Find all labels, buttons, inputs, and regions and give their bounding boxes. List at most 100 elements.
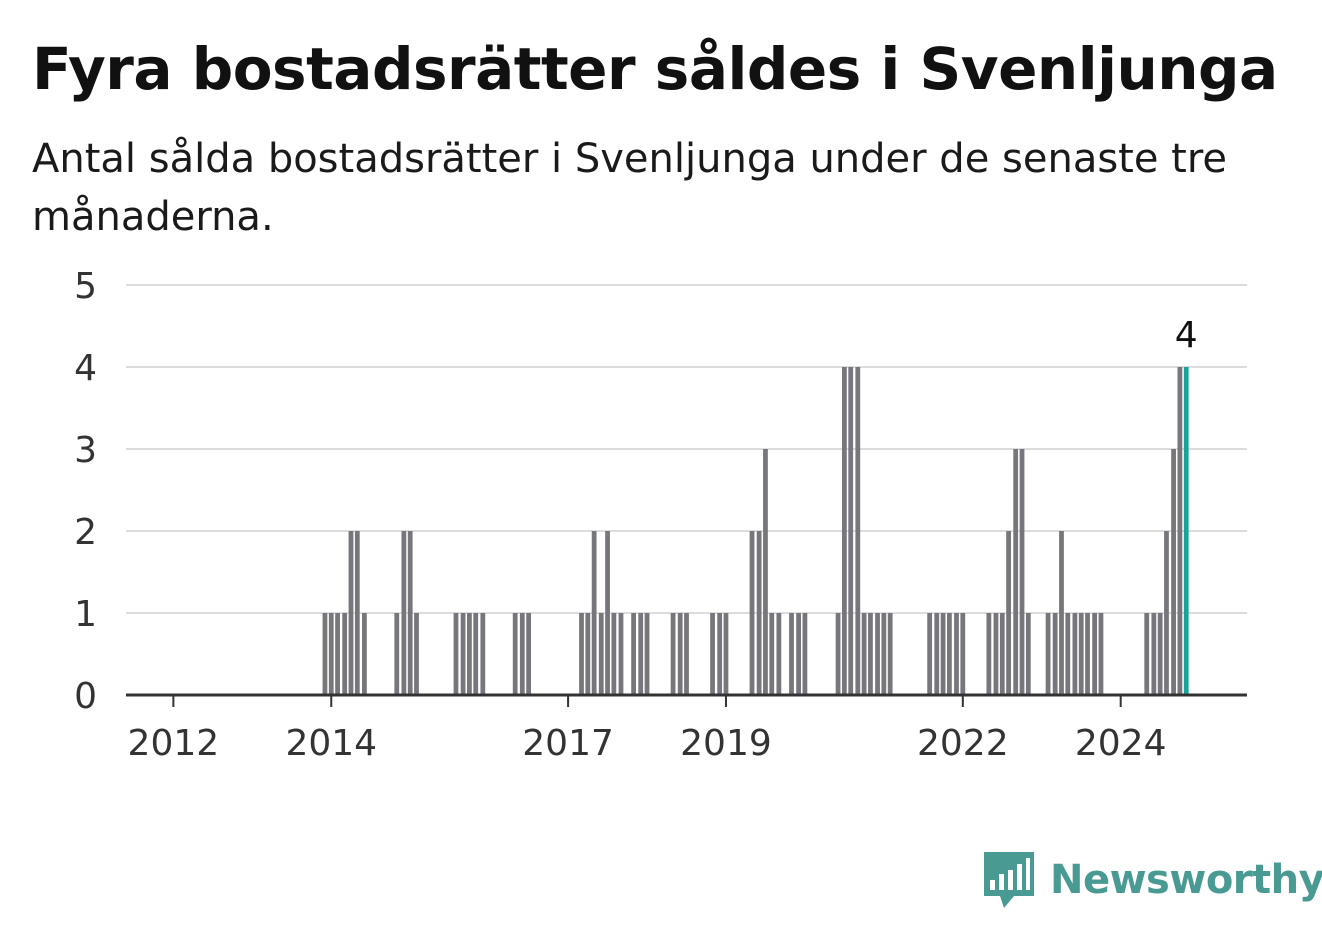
bar: [1157, 613, 1163, 695]
bar: [1092, 613, 1098, 695]
bar-chart: 0 1 2 3 4 5 2012 2014 2017 2019 2022 2024 4: [74, 266, 1247, 764]
bar: [1078, 613, 1084, 695]
bar: [611, 613, 617, 695]
bar: [887, 613, 893, 695]
bar: [835, 613, 841, 695]
bar: [927, 613, 933, 695]
bar: [670, 613, 676, 695]
bar: [1006, 531, 1011, 695]
y-tick-label: 3: [74, 430, 97, 471]
bar: [946, 613, 952, 695]
newsworthy-chart-logo-icon: [984, 852, 1034, 908]
bar: [453, 613, 459, 695]
bar: [407, 531, 413, 695]
bar: [756, 531, 762, 695]
y-tick-label: 2: [74, 512, 97, 553]
x-tick-label: 2022: [917, 723, 1009, 764]
bar: [861, 613, 867, 695]
bar: [1098, 613, 1104, 695]
x-axis-ticks: 2012 2014 2017 2019 2022 2024: [128, 695, 1167, 764]
y-axis-ticks: 0 1 2 3 4 5: [74, 266, 97, 717]
gridlines: [126, 284, 1247, 614]
x-tick-label: 2024: [1075, 723, 1167, 764]
x-tick-label: 2012: [128, 723, 220, 764]
x-tick-label: 2014: [285, 723, 377, 764]
bar: [1144, 613, 1150, 695]
bar: [1059, 531, 1064, 695]
bar: [763, 449, 768, 695]
bar: [512, 613, 518, 695]
bar: [328, 613, 334, 695]
bar: [354, 531, 360, 695]
chart-title: Fyra bostadsrätter såldes i Svenljunga: [32, 35, 1278, 103]
bar: [934, 613, 940, 695]
y-tick-label: 4: [74, 348, 97, 389]
bar: [631, 613, 636, 695]
bar: [605, 531, 610, 695]
bar: [1045, 613, 1051, 695]
x-tick-label: 2019: [680, 723, 772, 764]
bar: [401, 531, 407, 695]
bar: [954, 613, 959, 695]
bar: [776, 613, 782, 695]
bar: [940, 613, 946, 695]
bar: [473, 613, 479, 695]
bar: [322, 613, 328, 695]
bar: [796, 613, 801, 695]
y-tick-label: 0: [74, 676, 97, 717]
y-tick-label: 1: [74, 594, 97, 635]
bar: [519, 613, 525, 695]
bar: [638, 613, 644, 695]
bar: [342, 613, 348, 695]
bar: [848, 367, 854, 695]
bar: [480, 613, 486, 695]
bar: [467, 613, 472, 695]
bar: [960, 613, 966, 695]
bar: [717, 613, 723, 695]
chart-subtitle: Antal sålda bostadsrätter i Svenljunga u…: [32, 136, 1228, 240]
bar: [1151, 613, 1157, 695]
bar: [1164, 531, 1169, 695]
bar: [684, 613, 689, 695]
bar: [394, 613, 400, 695]
bar: [1065, 613, 1071, 695]
bar: [802, 613, 808, 695]
bar: [1171, 449, 1176, 695]
bar: [710, 613, 715, 695]
newsworthy-logo: Newsworthy: [980, 850, 1322, 910]
y-tick-label: 5: [74, 266, 97, 307]
bar: [335, 613, 340, 695]
bar: [348, 531, 354, 695]
bar: [591, 531, 597, 695]
bar: [993, 613, 999, 695]
bar: [789, 613, 794, 695]
bar: [1085, 613, 1090, 695]
bar: [1072, 613, 1078, 695]
last-bar-value-label: 4: [1175, 315, 1198, 356]
bar-highlighted: [1183, 367, 1189, 695]
bar: [414, 613, 419, 695]
bars: [322, 367, 1189, 695]
bar: [868, 613, 873, 695]
bar: [598, 613, 604, 695]
bar: [1177, 367, 1183, 695]
bar: [749, 531, 755, 695]
bar: [986, 613, 992, 695]
bar: [1013, 449, 1019, 695]
bar: [362, 613, 367, 695]
brand-name: Newsworthy: [1050, 857, 1322, 903]
bar: [1025, 613, 1031, 695]
bar: [677, 613, 683, 695]
bar: [769, 613, 775, 695]
bar: [1052, 613, 1058, 695]
bar: [875, 613, 880, 695]
bar: [723, 613, 729, 695]
bar: [881, 613, 887, 695]
bar: [841, 367, 847, 695]
bar: [579, 613, 584, 695]
bar: [585, 613, 591, 695]
bar: [618, 613, 624, 695]
bar: [855, 367, 861, 695]
bar: [1019, 449, 1025, 695]
bar: [999, 613, 1005, 695]
